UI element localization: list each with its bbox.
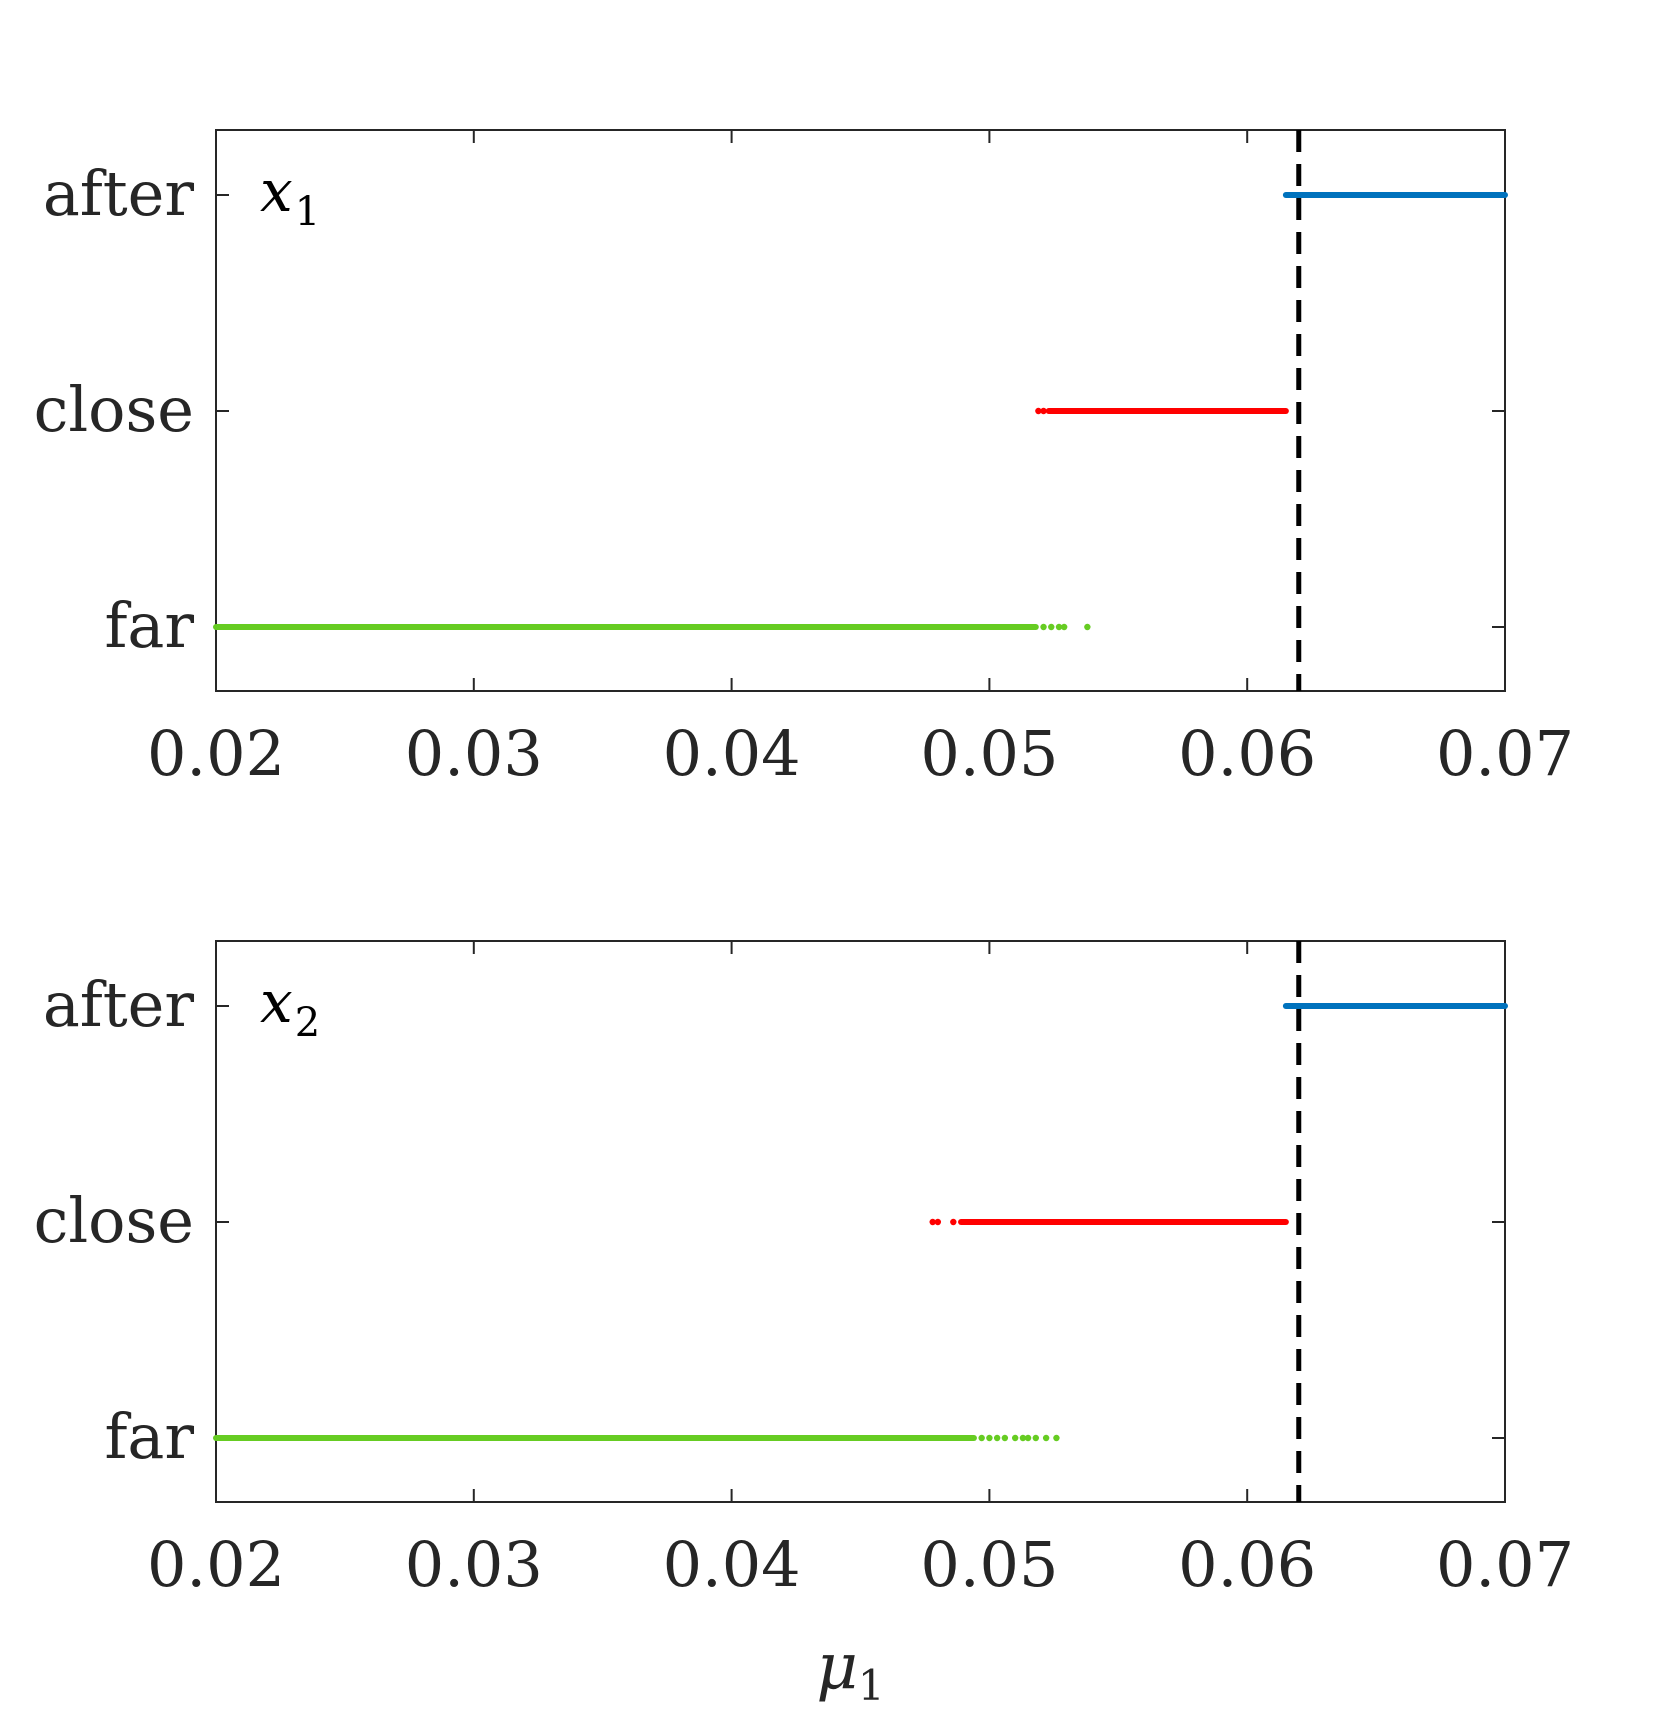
data-point-far bbox=[1042, 1434, 1050, 1442]
data-point-close bbox=[1040, 407, 1047, 415]
x-tick-label: 0.04 bbox=[663, 1528, 801, 1601]
data-point-far bbox=[986, 1434, 993, 1442]
data-point-close bbox=[950, 1218, 957, 1226]
data-point-far bbox=[1032, 1434, 1040, 1442]
x-axis-label: μ1 bbox=[816, 1630, 884, 1710]
x-tick-label: 0.02 bbox=[147, 717, 285, 790]
y-category-label-far: far bbox=[104, 589, 194, 662]
x-tick-label: 0.06 bbox=[1178, 717, 1316, 790]
data-point-close bbox=[934, 1218, 942, 1226]
panel-2: 0.02 0.03 0.04 0.05 0.06 0.07 far close after x2 μ… bbox=[34, 940, 1574, 1710]
axes-frame bbox=[215, 940, 1506, 1503]
data-point-far bbox=[978, 1434, 985, 1442]
axes-frame bbox=[215, 129, 1506, 692]
y-category-label-close: close bbox=[34, 373, 194, 446]
y-category-label-far: far bbox=[104, 1400, 194, 1473]
panel-1: 0.02 0.03 0.04 0.05 0.06 0.07 far close after x1 bbox=[34, 129, 1574, 790]
x-tick-label: 0.02 bbox=[147, 1528, 285, 1601]
x-tick-label: 0.03 bbox=[405, 717, 543, 790]
x-tick-label: 0.05 bbox=[920, 1528, 1058, 1601]
series-far bbox=[213, 1434, 1060, 1442]
data-point-far bbox=[1055, 623, 1063, 631]
data-point-far bbox=[993, 1434, 1001, 1442]
data-point-far bbox=[1084, 623, 1091, 631]
x-tick-label: 0.05 bbox=[920, 717, 1058, 790]
data-point-far bbox=[1001, 1434, 1009, 1442]
data-point-far bbox=[1024, 1434, 1032, 1442]
y-category-label-after: after bbox=[43, 968, 195, 1041]
x-tick-label: 0.04 bbox=[663, 717, 801, 790]
x-tick-label: 0.03 bbox=[405, 1528, 543, 1601]
y-category-label-close: close bbox=[34, 1184, 194, 1257]
x-tick-label: 0.07 bbox=[1436, 717, 1574, 790]
series-far bbox=[213, 623, 1091, 631]
data-point-far bbox=[1053, 1434, 1060, 1442]
data-point-far bbox=[1048, 623, 1055, 631]
data-point-far bbox=[1011, 1434, 1019, 1442]
panel-label: x2 bbox=[260, 968, 320, 1046]
data-point-far bbox=[1019, 1434, 1027, 1442]
data-point-far bbox=[1060, 623, 1068, 631]
y-category-label-after: after bbox=[43, 157, 195, 230]
data-point-close bbox=[929, 1218, 936, 1226]
x-tick-label: 0.06 bbox=[1178, 1528, 1316, 1601]
panel-label: x1 bbox=[260, 157, 320, 235]
series-close bbox=[929, 1218, 1289, 1226]
data-point-close bbox=[1035, 407, 1042, 415]
series-close bbox=[1035, 407, 1289, 415]
x-tick-label: 0.07 bbox=[1436, 1528, 1574, 1601]
data-point-far bbox=[1040, 623, 1047, 631]
